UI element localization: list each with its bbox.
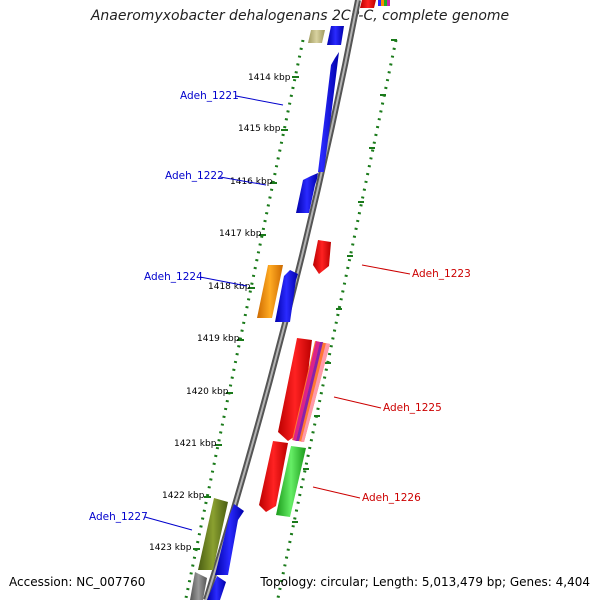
- gene-adeh-1225-stripe-purple: [296, 342, 323, 441]
- genome-summary: Topology: circular; Length: 5,013,479 bp…: [260, 575, 590, 589]
- gene-adeh-1224-orange[interactable]: [257, 265, 283, 318]
- gene-label-adeh-1222[interactable]: Adeh_1222: [165, 170, 224, 182]
- leader-adeh-1221: [235, 95, 284, 106]
- gene-adeh-1225-red[interactable]: [278, 338, 312, 441]
- gene-adeh-1227-blue[interactable]: [215, 504, 244, 575]
- gene-adeh-1226[interactable]: [276, 446, 306, 517]
- gene-adeh-1225-stripe-salmon: [301, 343, 330, 442]
- gene-label-adeh-1225[interactable]: Adeh_1225: [383, 402, 442, 414]
- kbp-label: 1419 kbp: [197, 334, 240, 344]
- kbp-label: 1421 kbp: [174, 439, 217, 449]
- leader-adeh-1227: [144, 516, 193, 531]
- gene-adeh-1223[interactable]: [313, 240, 331, 274]
- gene-bottom-gray: [190, 572, 207, 600]
- gene-label-adeh-1223[interactable]: Adeh_1223: [412, 268, 471, 280]
- kbp-label: 1418 kbp: [208, 282, 251, 292]
- gene-adeh-1224-blue[interactable]: [275, 270, 298, 322]
- gene-bottom-blue: [207, 576, 226, 600]
- kbp-label: 1420 kbp: [186, 387, 229, 397]
- kbp-ticks: [193, 76, 299, 550]
- map-title: Anaeromyxobacter dehalogenans 2CP-C, com…: [90, 8, 510, 24]
- accession-label: Accession: NC_007760: [9, 575, 146, 589]
- gene-label-adeh-1227[interactable]: Adeh_1227: [89, 511, 148, 523]
- reverse-ruler-line: [276, 39, 398, 599]
- kbp-label: 1415 kbp: [238, 124, 281, 134]
- leader-adeh-1225: [333, 396, 382, 409]
- kbp-label: 1422 kbp: [162, 491, 205, 501]
- leader-adeh-1224: [199, 276, 248, 287]
- gene-adeh-1225-stripe-pink: [293, 341, 320, 441]
- leader-adeh-1223: [361, 264, 411, 275]
- kbp-label: 1423 kbp: [149, 543, 192, 553]
- gene-bottom-red[interactable]: [259, 441, 288, 512]
- gene-label-adeh-1221[interactable]: Adeh_1221: [180, 90, 239, 102]
- kbp-label: 1417 kbp: [219, 229, 262, 239]
- gene-adeh-1222[interactable]: [296, 173, 318, 213]
- gene-adeh-1221[interactable]: [304, 52, 339, 172]
- leader-adeh-1222: [219, 176, 267, 186]
- kbp-label: 1414 kbp: [248, 73, 291, 83]
- gene-khaki[interactable]: [308, 30, 325, 43]
- reverse-ticks: [292, 39, 397, 523]
- gene-label-adeh-1226[interactable]: Adeh_1226: [362, 492, 421, 504]
- top-partial-features: [360, 0, 390, 8]
- gene-adeh-1227-olive[interactable]: [198, 498, 228, 570]
- gene-forward-small-blue[interactable]: [327, 26, 344, 45]
- leader-adeh-1226: [312, 486, 361, 499]
- gene-label-adeh-1224[interactable]: Adeh_1224: [144, 271, 203, 283]
